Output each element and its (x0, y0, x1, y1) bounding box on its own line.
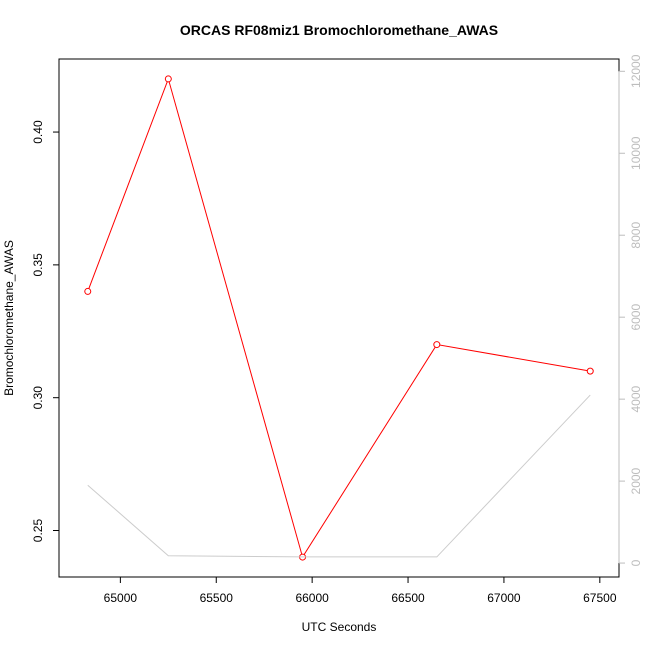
x-tick-label: 66500 (391, 591, 425, 605)
y-tick-label: 0.35 (31, 253, 45, 277)
series-1-point (586, 367, 594, 375)
y-axis-label: Bromochloromethane_AWAS (2, 240, 16, 396)
y2-axis: 0 2000 4000 6000 8000 10000 12000 (618, 54, 643, 566)
x-axis-label: UTC Seconds (302, 620, 377, 634)
y2-tick-label: 8000 (629, 222, 643, 249)
y2-tick-label: 10000 (629, 136, 643, 170)
y-tick-label: 0.40 (31, 120, 45, 144)
x-tick-label: 67500 (583, 591, 617, 605)
y2-tick-label: 12000 (629, 54, 643, 88)
x-tick-label: 67000 (487, 591, 521, 605)
series-1-point (433, 341, 441, 349)
x-tick-label: 65000 (104, 591, 138, 605)
x-tick-label: 65500 (200, 591, 234, 605)
y2-tick-label: 0 (629, 559, 643, 566)
series-1-line (87, 77, 591, 559)
y-axis: 0.25 0.30 0.35 0.40 (31, 120, 59, 542)
x-axis: 65000 65500 66000 66500 67000 67500 (104, 577, 617, 605)
series-layer (84, 75, 594, 561)
x-tick-label: 66000 (295, 591, 329, 605)
series-2-line (87, 394, 591, 558)
y2-tick-label: 2000 (629, 467, 643, 494)
y2-tick-label: 4000 (629, 385, 643, 412)
series-1-point (84, 287, 92, 295)
y2-tick-label: 6000 (629, 304, 643, 331)
series-1-point (164, 75, 172, 83)
y-tick-label: 0.25 (31, 519, 45, 543)
y-tick-label: 0.30 (31, 386, 45, 410)
chart-title: ORCAS RF08miz1 Bromochloromethane_AWAS (180, 22, 498, 38)
